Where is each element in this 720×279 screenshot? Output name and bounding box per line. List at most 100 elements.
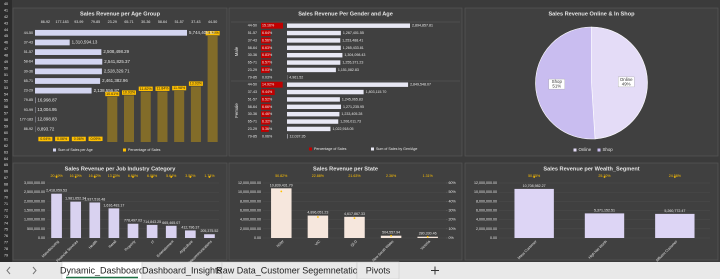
top-axis-label: 58-64	[158, 20, 167, 24]
row-number: 66	[4, 170, 8, 174]
percentage-label: 6.32%	[262, 120, 273, 124]
sales-label: 12,037.35	[290, 134, 306, 138]
row-number: 77	[4, 241, 8, 245]
sales-label: 4,961.52	[289, 75, 303, 79]
chart-panel	[228, 162, 463, 261]
percentage-label-box	[155, 86, 170, 91]
row-number: 40	[4, 2, 8, 6]
x-category-label: Victoria	[420, 240, 431, 251]
bar	[514, 188, 554, 238]
top-axis-label: 65-71	[124, 20, 133, 24]
percentage-label: 11.84%	[156, 87, 169, 91]
row-number: 74	[4, 221, 8, 225]
row-number: 64	[4, 157, 8, 161]
pie-slice	[535, 26, 596, 140]
y2-tick-label: 10%	[449, 227, 457, 231]
sales-label: 1,267,401.55	[343, 31, 364, 35]
bar-value-label: 13,004.95	[37, 107, 57, 112]
top-axis-label: 30-36	[141, 20, 150, 24]
x-category-label: QLD	[350, 239, 358, 247]
percentage-bar	[261, 103, 271, 110]
y-category-label: 65-71	[24, 79, 33, 83]
chart-title: Sales Revenue Per Gender and Age	[298, 11, 393, 17]
row-number: 73	[4, 215, 8, 219]
percentage-label: 10.61%	[106, 92, 119, 96]
add-sheet[interactable]	[431, 266, 439, 275]
sales-bar	[287, 23, 410, 28]
sales-label: 1,253,488.41	[342, 38, 363, 42]
age-label: 44-50	[248, 83, 257, 87]
bar-value-label: 778,497.03	[124, 219, 142, 223]
y-category-label: 51-57	[24, 50, 33, 54]
percentage-marker	[189, 176, 192, 178]
slice-value: 49%	[622, 82, 631, 87]
chart-panel	[464, 162, 719, 261]
row-number: 51	[4, 73, 8, 77]
percentage-label: 6.83%	[262, 53, 273, 57]
percentage-bar	[261, 44, 271, 51]
percentage-column	[207, 36, 218, 142]
percentage-label: 13.70%	[108, 174, 121, 178]
percentage-marker	[280, 190, 283, 193]
bar-value-label: 4,896,051.23	[307, 211, 328, 215]
percentage-marker	[74, 176, 77, 178]
age-label: 65-71	[248, 61, 257, 65]
bar-value-label: 2,541,825.37	[104, 59, 130, 64]
row-number: 78	[4, 247, 8, 251]
age-label: 58-64	[248, 105, 257, 109]
percentage-marker	[132, 176, 134, 178]
scroll-right[interactable]	[32, 266, 37, 275]
sales-label: 1,271,235.95	[343, 105, 364, 109]
y-tick-label: 0.00	[254, 236, 261, 240]
row-number: 61	[4, 137, 8, 141]
age-label: 51-57	[248, 31, 257, 35]
bar-value-label: 1,616,483.17	[103, 203, 124, 207]
top-axis-label: 86-92	[41, 20, 50, 24]
x-category-label: Health	[88, 240, 98, 250]
slice-label-box	[618, 76, 635, 88]
bar	[89, 202, 101, 238]
sales-label: 1,245,065.83	[342, 97, 363, 101]
y-category-label: 30-36	[24, 69, 33, 73]
row-number: 70	[4, 195, 8, 199]
row-number: 71	[4, 202, 8, 206]
y-tick-label: 12,000,000.00	[238, 181, 261, 185]
sales-label: 2,894,857.81	[412, 24, 433, 28]
top-axis-label: 44-50	[208, 20, 217, 24]
bar	[108, 208, 120, 238]
age-label: 58-64	[248, 46, 257, 50]
bar	[204, 234, 215, 238]
y-tick-label: 2,000,000.00	[240, 227, 261, 231]
age-label: 44-50	[248, 24, 257, 28]
percentage-label-box	[71, 136, 86, 142]
percentage-column	[157, 91, 168, 142]
bar	[184, 230, 196, 238]
bar	[307, 215, 329, 238]
percentage-bar	[261, 96, 271, 103]
chart-panel	[12, 162, 228, 261]
percentage-marker	[93, 176, 96, 178]
sheet-tab[interactable]	[356, 261, 400, 279]
percentage-bar	[261, 81, 283, 88]
percentage-label: 5.64%	[166, 174, 177, 178]
row-number: 69	[4, 189, 8, 193]
legend-label: Online	[579, 147, 592, 152]
bar	[35, 68, 102, 75]
sales-bar	[287, 89, 364, 95]
percentage-label: 0.06%	[74, 137, 85, 141]
percentage-column	[190, 86, 201, 142]
sales-bar	[287, 30, 341, 36]
row-number: 49	[4, 60, 8, 64]
row-number: 65	[4, 163, 8, 167]
sales-bar	[287, 119, 339, 124]
percentage-marker	[353, 217, 356, 220]
y-category-label: 93-99	[24, 108, 33, 112]
percentage-label: 5.36%	[262, 127, 273, 131]
bar-value-label: 714,843.25	[143, 220, 161, 224]
scroll-left[interactable]	[6, 266, 11, 275]
y-tick-label: 4,000,000.00	[240, 218, 261, 222]
y-tick-label: 4,000,000.00	[476, 218, 497, 222]
percentage-label-box	[172, 85, 187, 91]
bar	[344, 216, 365, 238]
bar-value-label: 1,981,652.34	[65, 197, 86, 201]
